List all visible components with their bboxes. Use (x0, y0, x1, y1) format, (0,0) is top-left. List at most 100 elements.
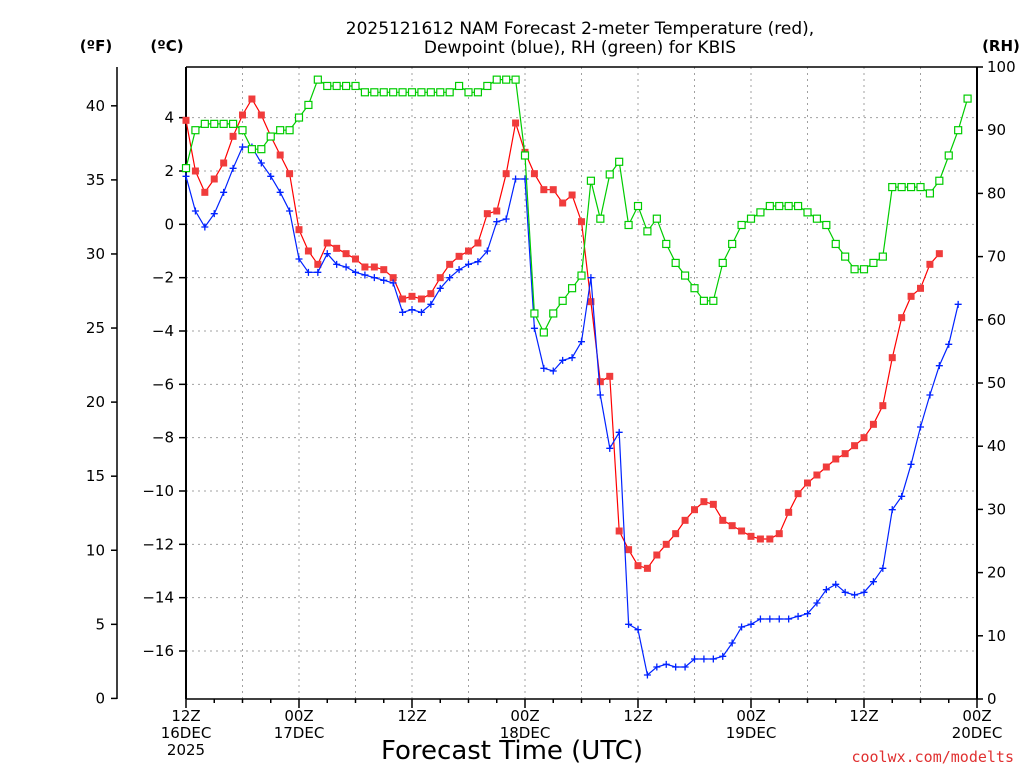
temperature-point (465, 247, 472, 255)
temperature-point (756, 535, 764, 543)
dewpoint-point (239, 143, 246, 151)
chart-title-line1: 2025121612 NAM Forecast 2-meter Temperat… (346, 19, 814, 39)
dewpoint-point (304, 268, 312, 276)
temperature-point (775, 530, 783, 538)
fahrenheit-tick-label: 25 (86, 319, 105, 337)
dewpoint-point (257, 159, 265, 167)
dewpoint-point (766, 615, 774, 623)
fahrenheit-tick-label: 40 (86, 97, 105, 115)
temperature-point (257, 111, 265, 119)
dewpoint-point (832, 580, 840, 588)
x-tick-label: 12Z (849, 707, 878, 725)
dewpoint-point (700, 655, 708, 663)
x-tick-label: 20DEC (952, 724, 1003, 742)
rh-point (379, 88, 388, 97)
rh-series (181, 75, 972, 337)
temperature-point (634, 562, 642, 570)
rh-unit-label: (RH) (982, 37, 1020, 55)
dewpoint-point (417, 308, 425, 316)
rh-point (812, 214, 822, 223)
rh-point (699, 296, 709, 305)
dewpoint-point (625, 620, 633, 628)
temperature-point (540, 186, 548, 194)
x-tick-label: 17DEC (274, 724, 325, 742)
dewpoint-series (182, 143, 962, 679)
temperature-point (747, 532, 755, 540)
dewpoint-point (286, 207, 294, 215)
celsius-unit-label: (ºC) (150, 37, 183, 55)
rh-point (539, 328, 548, 337)
temperature-point (549, 186, 557, 194)
fahrenheit-tick-label: 20 (86, 393, 105, 411)
temperature-point (210, 175, 218, 183)
dewpoint-point (389, 279, 397, 287)
rh-point (464, 88, 473, 97)
rh-tick-label: 40 (987, 437, 1006, 455)
temperature-point (342, 250, 350, 258)
dewpoint-point (691, 655, 698, 663)
temperature-point (474, 239, 482, 247)
temperature-point (333, 244, 341, 252)
dewpoint-point (662, 660, 670, 668)
dewpoint-point (709, 655, 717, 663)
fahrenheit-unit-label: (ºF) (80, 37, 112, 55)
rh-point (332, 81, 341, 91)
axes: 4035302520151050420−2−4−6−8−10−12−14−161… (86, 58, 1016, 759)
rh-point (417, 88, 426, 97)
celsius-tick-label: −2 (152, 269, 174, 287)
rh-point (831, 239, 840, 249)
dewpoint-point (549, 367, 557, 375)
rh-point (822, 220, 831, 230)
rh-point (586, 176, 596, 185)
rh-point (633, 201, 643, 211)
dewpoint-point (615, 428, 623, 436)
x-tick-label: 19DEC (726, 724, 777, 742)
rh-point (294, 113, 304, 122)
rh-point (680, 271, 690, 280)
fahrenheit-tick-label: 30 (86, 245, 105, 263)
temperature-point (286, 170, 294, 178)
temperature-point (681, 516, 689, 524)
temperature-point (446, 260, 454, 268)
rh-point (360, 88, 370, 97)
x-tick-label: 12Z (171, 707, 200, 725)
temperature-point (408, 292, 416, 300)
temperature-point (389, 274, 397, 282)
temperature-point (643, 564, 651, 572)
temperature-point (785, 508, 793, 516)
rh-point (944, 151, 953, 160)
rh-point (313, 75, 322, 84)
temperature-point (869, 420, 877, 428)
rh-point (285, 126, 294, 135)
rh-point (596, 214, 605, 223)
rh-point (219, 119, 228, 128)
dewpoint-point (822, 586, 830, 594)
celsius-tick-label: −14 (142, 589, 174, 607)
rh-tick-label: 60 (987, 311, 1006, 329)
dewpoint-point (474, 258, 482, 266)
dewpoint-point (587, 274, 595, 282)
rh-point (247, 145, 257, 154)
dewpoint-point (719, 652, 727, 660)
dewpoint-point (851, 591, 859, 599)
fahrenheit-tick-label: 10 (86, 541, 105, 559)
temperature-point (700, 498, 708, 506)
temperature-point (935, 250, 943, 258)
dewpoint-point (352, 268, 359, 276)
dewpoint-point (804, 610, 811, 618)
dewpoint-point (191, 207, 199, 215)
celsius-tick-label: −8 (152, 429, 174, 447)
celsius-tick-label: −6 (152, 375, 174, 393)
dewpoint-point (276, 188, 284, 196)
rh-point (888, 182, 897, 192)
x-tick-label: 2025 (167, 741, 205, 759)
dewpoint-point (775, 615, 783, 623)
rh-point (323, 81, 332, 91)
rh-point (728, 239, 737, 249)
temperature-point (417, 295, 425, 303)
dewpoint-point (512, 175, 520, 183)
dewpoint-point (907, 460, 915, 468)
dewpoint-point (380, 276, 388, 284)
rh-point (916, 182, 925, 192)
